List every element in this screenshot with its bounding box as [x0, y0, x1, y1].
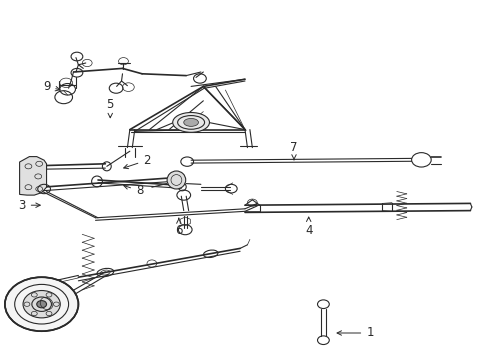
Ellipse shape: [172, 112, 210, 132]
Text: 9: 9: [43, 80, 60, 93]
Text: 5: 5: [106, 98, 114, 118]
Text: 1: 1: [337, 327, 374, 339]
Circle shape: [37, 301, 47, 308]
Text: 4: 4: [305, 217, 313, 237]
Ellipse shape: [184, 118, 198, 126]
Text: 7: 7: [290, 141, 298, 160]
Text: 8: 8: [123, 184, 144, 197]
Circle shape: [23, 291, 60, 318]
Ellipse shape: [167, 171, 186, 189]
Polygon shape: [20, 157, 47, 195]
Text: 3: 3: [18, 199, 40, 212]
Circle shape: [5, 277, 78, 331]
Text: 2: 2: [123, 154, 151, 169]
Text: 6: 6: [175, 218, 183, 237]
